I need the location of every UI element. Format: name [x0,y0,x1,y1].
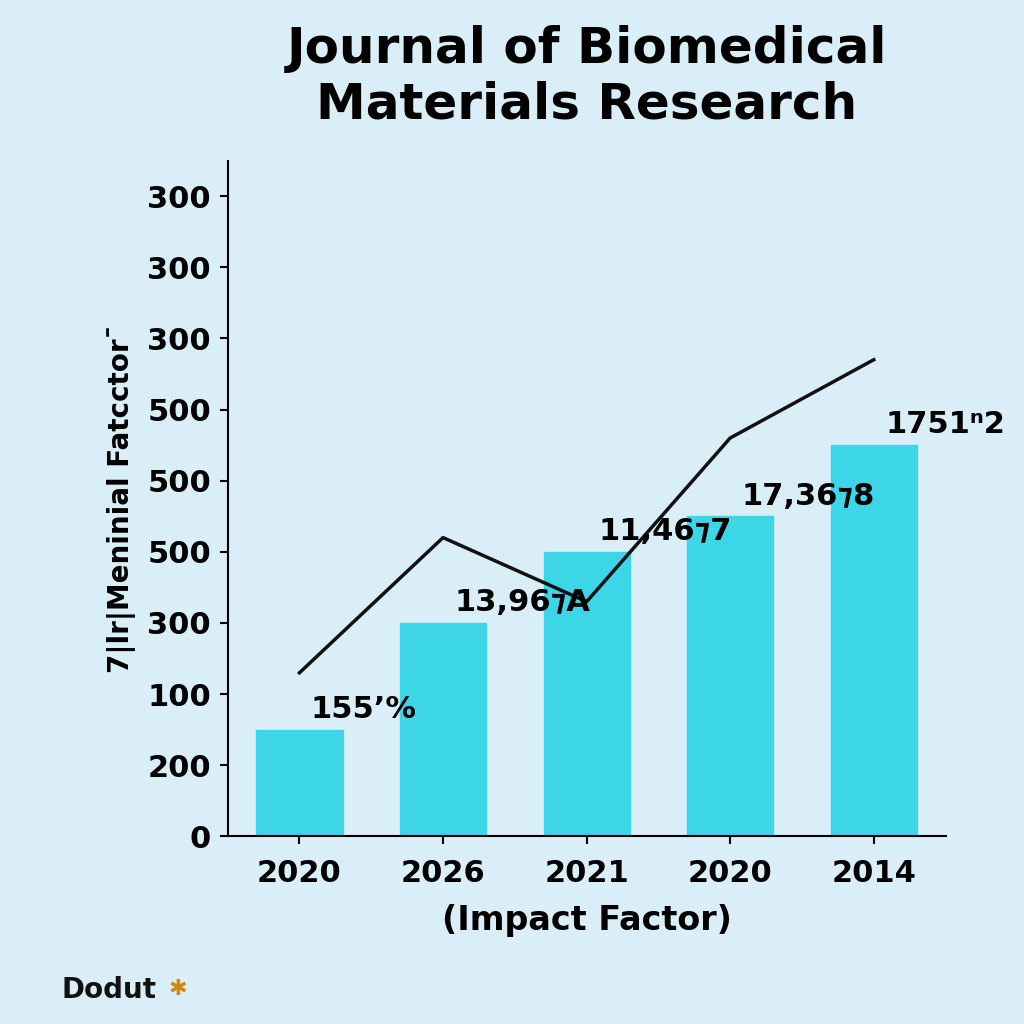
Y-axis label: 7|lr|Meninial Fatcctorˉ: 7|lr|Meninial Fatcctorˉ [108,325,136,673]
Text: 155’%: 155’% [311,695,417,724]
Text: Dodut: Dodut [61,977,157,1005]
Text: 11,46⁊7: 11,46⁊7 [598,517,731,546]
Text: 17,36⁊8: 17,36⁊8 [741,481,874,511]
Bar [400,623,486,837]
X-axis label: (Impact Factor): (Impact Factor) [441,904,731,937]
Text: ✱: ✱ [169,979,187,999]
Bar [830,445,916,837]
Title: Journal of Biomedical
Materials Research: Journal of Biomedical Materials Research [287,26,887,129]
Bar [544,552,630,837]
Bar [256,730,343,837]
Bar [687,516,773,837]
Text: 13,96⁊A: 13,96⁊A [455,589,591,617]
Text: 1751ⁿ2: 1751ⁿ2 [885,411,1006,439]
